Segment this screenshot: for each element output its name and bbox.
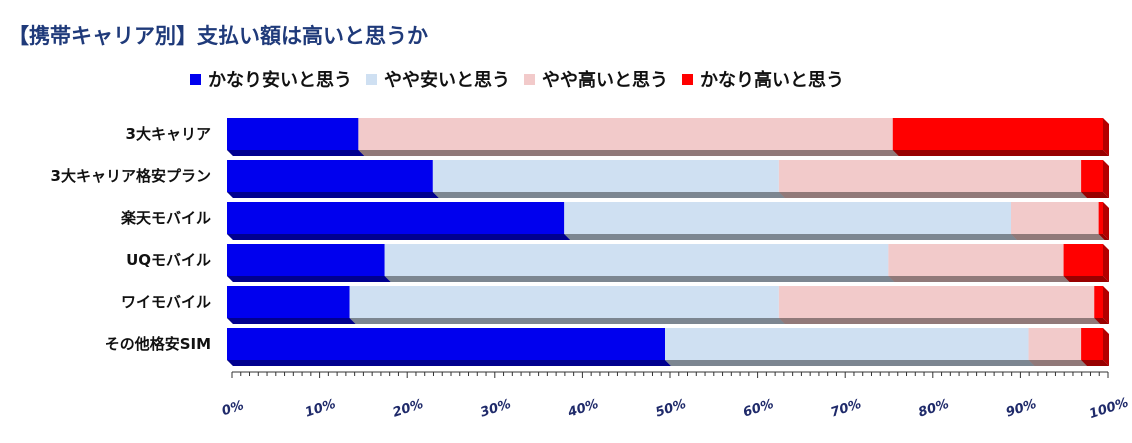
bar-segment bbox=[227, 286, 350, 318]
bar-segment bbox=[1094, 286, 1103, 318]
legend-item: やや高いと思う bbox=[524, 66, 668, 92]
x-tick-label: 70% bbox=[829, 397, 863, 421]
bar-segment-bottom bbox=[778, 318, 1101, 324]
x-tick-label: 0% bbox=[220, 398, 246, 419]
legend-label: かなり安いと思う bbox=[208, 70, 352, 91]
bar-end-face bbox=[1103, 160, 1109, 198]
bar-segment-bottom bbox=[564, 234, 1018, 240]
bar-segment-bottom bbox=[1094, 318, 1109, 324]
category-label: 楽天モバイル bbox=[121, 209, 211, 227]
x-tick-label: 20% bbox=[391, 397, 425, 421]
bar-segment-bottom bbox=[778, 192, 1088, 198]
bar-segment bbox=[227, 244, 385, 276]
bar-segment-bottom bbox=[227, 234, 571, 240]
bar-segment bbox=[892, 118, 1103, 150]
bar-segment bbox=[227, 160, 433, 192]
bar-segment bbox=[1011, 202, 1099, 234]
bar-segment-bottom bbox=[227, 192, 439, 198]
bar-segment-bottom bbox=[888, 276, 1070, 282]
legend: かなり安いと思う やや安いと思う やや高いと思う かなり高いと思う bbox=[190, 66, 858, 92]
bar-end-face bbox=[1103, 118, 1109, 156]
bar-segment bbox=[1028, 328, 1082, 360]
bar-segment-bottom bbox=[1028, 360, 1088, 366]
legend-swatch bbox=[366, 73, 377, 85]
x-tick-label: 50% bbox=[654, 397, 688, 421]
bar-end-face bbox=[1103, 328, 1109, 366]
bar-segment bbox=[227, 118, 359, 150]
category-label: ワイモバイル bbox=[121, 293, 211, 311]
category-label: UQモバイル bbox=[126, 251, 211, 269]
bar-segment-bottom bbox=[1011, 234, 1105, 240]
category-label: 3大キャリア格安プラン bbox=[51, 167, 211, 185]
legend-item: かなり安いと思う bbox=[190, 66, 352, 92]
bar-segment bbox=[1081, 160, 1103, 192]
bar-segment bbox=[384, 244, 889, 276]
bar-segment bbox=[227, 328, 665, 360]
bar-segment-bottom bbox=[358, 150, 899, 156]
x-tick-label: 30% bbox=[479, 397, 513, 421]
legend-swatch bbox=[524, 73, 535, 85]
x-tick-label: 80% bbox=[917, 397, 951, 421]
bar-segment-bottom bbox=[227, 276, 391, 282]
bar-segment-bottom bbox=[432, 192, 785, 198]
bar-segment bbox=[358, 118, 893, 150]
x-tick-label: 40% bbox=[565, 397, 600, 421]
x-tick-label: 10% bbox=[303, 397, 337, 421]
bar-segment-bottom bbox=[227, 360, 671, 366]
bar-segment bbox=[564, 202, 1012, 234]
bar-segment-bottom bbox=[1098, 234, 1109, 240]
legend-item: かなり高いと思う bbox=[682, 66, 844, 92]
bar-segment-bottom bbox=[1081, 192, 1109, 198]
bar-segment-bottom bbox=[665, 360, 1035, 366]
x-tick-label: 60% bbox=[741, 397, 775, 421]
bar-segment bbox=[888, 244, 1064, 276]
legend-label: かなり高いと思う bbox=[700, 70, 844, 91]
legend-item: やや安いと思う bbox=[366, 66, 510, 92]
bar-segment bbox=[778, 286, 1095, 318]
bar-segment bbox=[778, 160, 1082, 192]
category-label: 3大キャリア bbox=[126, 125, 211, 143]
x-tick-label: 90% bbox=[1004, 397, 1038, 421]
bar-segment-bottom bbox=[227, 150, 365, 156]
bar-segment bbox=[1063, 244, 1103, 276]
legend-swatch bbox=[682, 73, 693, 85]
bar-end-face bbox=[1103, 244, 1109, 282]
legend-swatch bbox=[190, 73, 201, 85]
bar-segment-bottom bbox=[892, 150, 1109, 156]
bar-segment bbox=[1098, 202, 1103, 234]
x-tick-label: 100% bbox=[1087, 395, 1130, 422]
legend-label: やや安いと思う bbox=[384, 70, 510, 91]
bar-end-face bbox=[1103, 286, 1109, 324]
bar-end-face bbox=[1103, 202, 1109, 240]
bar-segment bbox=[227, 202, 565, 234]
bar-segment bbox=[349, 286, 779, 318]
chart-title: 【携帯キャリア別】支払い額は高いと思うか bbox=[8, 24, 428, 48]
bar-segment bbox=[432, 160, 779, 192]
legend-label: やや高いと思う bbox=[542, 70, 668, 91]
bar-segment-bottom bbox=[384, 276, 895, 282]
bar-segment-bottom bbox=[1081, 360, 1109, 366]
bar-segment-bottom bbox=[349, 318, 785, 324]
bar-segment-bottom bbox=[1063, 276, 1109, 282]
bar-segment bbox=[1081, 328, 1103, 360]
category-label: その他格安SIM bbox=[105, 335, 211, 353]
bar-segment bbox=[665, 328, 1029, 360]
bar-segment-bottom bbox=[227, 318, 356, 324]
